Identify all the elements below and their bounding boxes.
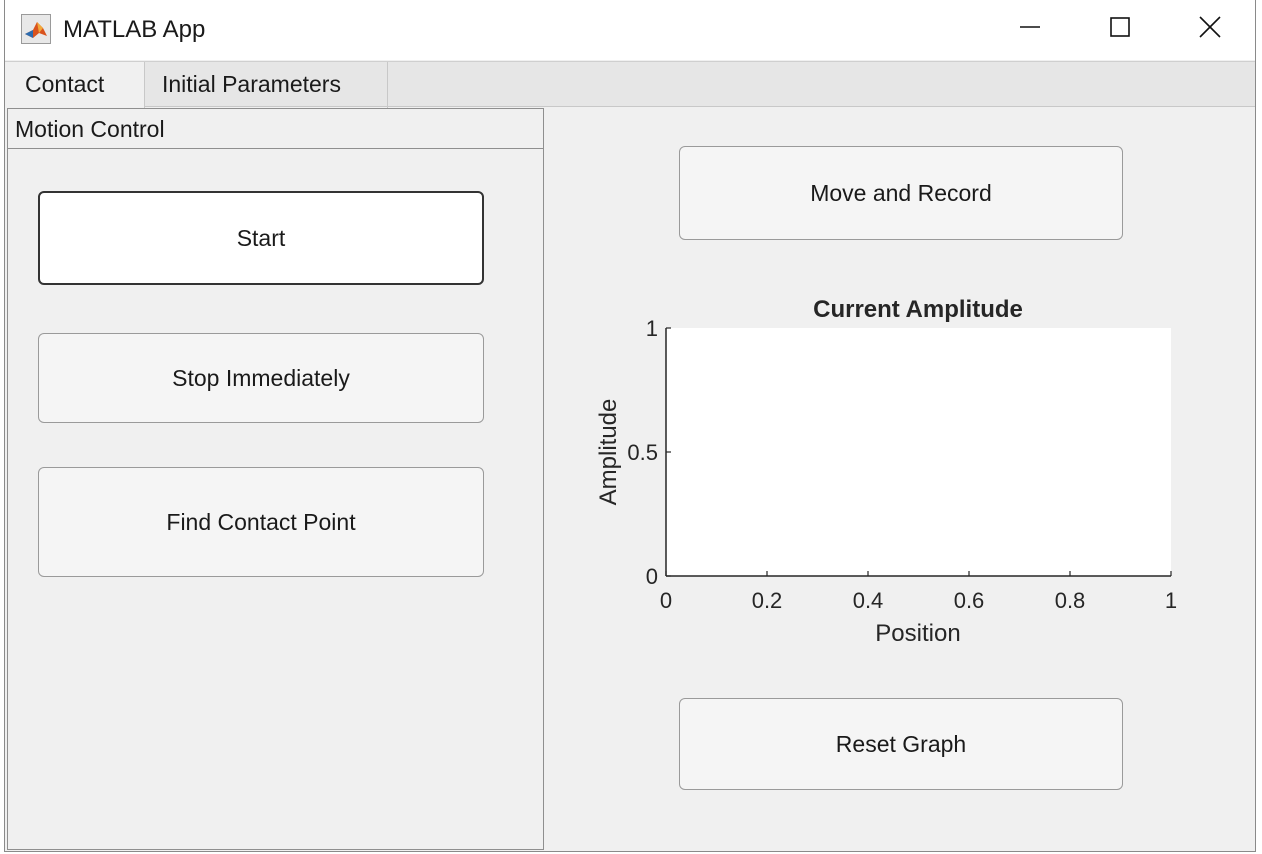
- x-tick-label: 0.2: [752, 588, 783, 613]
- chart-title: Current Amplitude: [813, 296, 1023, 323]
- title-bar[interactable]: MATLAB App: [5, 0, 1255, 60]
- y-tick-label: 0: [646, 564, 658, 589]
- panel-title: Motion Control: [15, 116, 165, 142]
- minimize-button[interactable]: [985, 0, 1075, 58]
- x-tick-label: 0.4: [853, 588, 884, 613]
- move-and-record-button[interactable]: Move and Record: [679, 146, 1123, 240]
- tab-bar: Contact Initial Parameters: [5, 61, 1255, 109]
- x-tick-label: 0.8: [1055, 588, 1086, 613]
- reset-graph-button[interactable]: Reset Graph: [679, 698, 1123, 790]
- x-axis-label: Position: [875, 620, 960, 647]
- panel-header: Motion Control: [8, 109, 543, 149]
- background-edge: [1256, 0, 1262, 854]
- y-ticks: 00.51: [627, 316, 671, 589]
- app-window: MATLAB App Contact Initial Parameters Mo…: [4, 0, 1256, 852]
- start-button[interactable]: Start: [38, 191, 484, 285]
- y-tick-label: 0.5: [627, 440, 658, 465]
- matlab-logo-icon: [21, 14, 51, 44]
- maximize-button[interactable]: [1075, 0, 1165, 58]
- tab-initial-parameters[interactable]: Initial Parameters: [145, 62, 388, 108]
- x-tick-label: 1: [1165, 588, 1177, 613]
- maximize-icon: [1109, 16, 1131, 43]
- amplitude-chart: Current Amplitude 0 0.2 0.4 0.6 0.8 1 00.51 P…: [595, 296, 1177, 647]
- close-icon: [1199, 15, 1221, 43]
- x-tick-label: 0: [660, 588, 672, 613]
- close-button[interactable]: [1165, 0, 1255, 58]
- tab-contact[interactable]: Contact: [5, 62, 145, 109]
- chart-panel: Move and Record Current Amplitude 0 0.2 0.…: [544, 108, 1255, 850]
- plot-area[interactable]: [666, 328, 1171, 576]
- x-ticks: 0 0.2 0.4 0.6 0.8 1: [660, 571, 1177, 613]
- stop-immediately-button[interactable]: Stop Immediately: [38, 333, 484, 423]
- window-title: MATLAB App: [63, 16, 206, 43]
- y-tick-label: 1: [646, 316, 658, 341]
- find-contact-point-button[interactable]: Find Contact Point: [38, 467, 484, 577]
- x-tick-label: 0.6: [954, 588, 985, 613]
- y-axis-label: Amplitude: [595, 399, 622, 506]
- minimize-icon: [1019, 16, 1041, 43]
- motion-control-panel: Motion Control Start Stop Immediately Fi…: [7, 108, 544, 850]
